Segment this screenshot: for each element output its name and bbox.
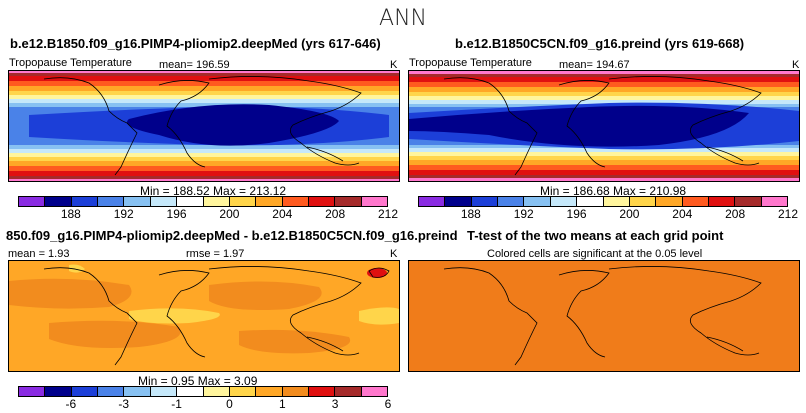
colorbar-swatch <box>361 387 388 396</box>
colorbar-swatch <box>682 197 709 206</box>
colorbar-swatch <box>471 197 499 206</box>
colorbar-tick-label: 212 <box>377 207 399 221</box>
panel1-units: K <box>390 59 398 71</box>
colorbar-swatch <box>71 387 99 396</box>
panel3-units: K <box>390 248 398 260</box>
colorbar-swatch <box>203 197 230 206</box>
panel1-title: b.e12.B1850.f09_g16.PIMP4-pliomip2.deepM… <box>10 36 381 51</box>
colorbar-swatch <box>656 197 683 206</box>
colorbar-tick-label: 200 <box>219 207 240 221</box>
colorbar-tick-label: 200 <box>619 207 640 221</box>
colorbar-swatch <box>45 197 72 206</box>
panel3-mean: mean = 1.93 <box>8 248 70 260</box>
panel3-colorbar <box>18 386 388 397</box>
colorbar-tick-label: 204 <box>272 207 293 221</box>
panel1-colorbar <box>18 196 388 207</box>
colorbar-swatch <box>98 387 125 396</box>
colorbar-swatch <box>308 387 336 396</box>
panel2-mean: mean= 194.67 <box>559 59 630 71</box>
panel3-rmse: rmse = 1.97 <box>186 248 245 260</box>
panel1-mean: mean= 196.59 <box>159 59 230 71</box>
colorbar-tick-label: 6 <box>384 397 392 411</box>
colorbar-tick-label: 196 <box>566 207 587 221</box>
colorbar-tick-label: 204 <box>672 207 693 221</box>
panel2-map <box>408 70 800 182</box>
colorbar-swatch <box>335 387 362 396</box>
colorbar-swatch <box>577 197 604 206</box>
colorbar-swatch <box>98 197 125 206</box>
colorbar-tick-label: 196 <box>166 207 187 221</box>
colorbar-swatch <box>229 387 257 396</box>
panel2-variable-label: Tropopause Temperature <box>409 57 532 69</box>
colorbar-tick-label: 1 <box>278 397 286 411</box>
panel4-subtitle: Colored cells are significant at the 0.0… <box>487 248 703 260</box>
colorbar-swatch <box>19 387 46 396</box>
colorbar-swatch <box>124 387 151 396</box>
colorbar-swatch <box>603 197 630 206</box>
panel3-map <box>8 260 400 372</box>
panel4-map <box>408 260 800 372</box>
colorbar-tick-label: 212 <box>777 207 799 221</box>
colorbar-tick-label: -6 <box>65 397 77 411</box>
colorbar-swatch <box>124 197 151 206</box>
colorbar-tick-label: 3 <box>331 397 339 411</box>
colorbar-swatch <box>203 387 230 396</box>
colorbar-swatch <box>419 197 446 206</box>
colorbar-swatch <box>256 387 283 396</box>
colorbar-tick-label: 208 <box>725 207 746 221</box>
colorbar-swatch <box>177 387 204 396</box>
colorbar-swatch <box>256 197 283 206</box>
colorbar-tick-label: 188 <box>60 207 81 221</box>
colorbar-swatch <box>361 197 388 206</box>
colorbar-tick-label: -3 <box>118 397 130 411</box>
colorbar-swatch <box>150 387 178 396</box>
colorbar-tick-label: 192 <box>513 207 534 221</box>
colorbar-swatch <box>282 387 309 396</box>
panel2-title: b.e12.B1850C5CN.f09_g16.preind (yrs 619-… <box>455 36 745 51</box>
colorbar-swatch <box>229 197 257 206</box>
panel1-min-max: Min = 188.52 Max = 213.12 <box>140 184 287 198</box>
panel2-units: K <box>792 59 800 71</box>
colorbar-swatch <box>177 197 204 206</box>
colorbar-swatch <box>45 387 72 396</box>
colorbar-swatch <box>735 197 762 206</box>
colorbar-tick-label: 208 <box>325 207 346 221</box>
panel2-min-max: Min = 186.68 Max = 210.98 <box>540 184 687 198</box>
panel3-min-max: Min = 0.95 Max = 3.09 <box>138 374 258 388</box>
colorbar-swatch <box>308 197 336 206</box>
colorbar-swatch <box>71 197 99 206</box>
panel3-title: 850.f09_g16.PIMP4-pliomip2.deepMed - b.e… <box>6 228 458 243</box>
colorbar-swatch <box>19 197 46 206</box>
figure-title: ANN <box>379 6 427 31</box>
panel1-map <box>8 70 400 182</box>
colorbar-tick-label: 188 <box>460 207 481 221</box>
colorbar-swatch <box>761 197 788 206</box>
colorbar-swatch <box>629 197 657 206</box>
colorbar-swatch <box>524 197 551 206</box>
colorbar-swatch <box>498 197 525 206</box>
colorbar-swatch <box>445 197 472 206</box>
panel4-title: T-test of the two means at each grid poi… <box>467 228 724 243</box>
colorbar-tick-label: 192 <box>113 207 134 221</box>
colorbar-swatch <box>150 197 178 206</box>
colorbar-tick-label: 0 <box>226 397 233 411</box>
panel2-colorbar <box>418 196 788 207</box>
colorbar-swatch <box>335 197 362 206</box>
colorbar-swatch <box>708 197 736 206</box>
panel1-variable-label: Tropopause Temperature <box>9 57 132 69</box>
colorbar-swatch <box>282 197 309 206</box>
colorbar-tick-label: -1 <box>171 397 182 411</box>
colorbar-swatch <box>550 197 578 206</box>
